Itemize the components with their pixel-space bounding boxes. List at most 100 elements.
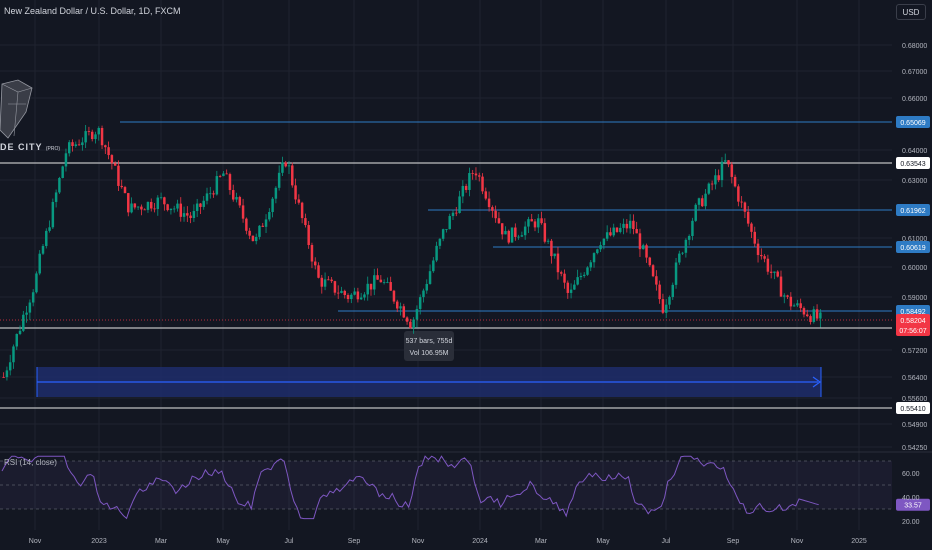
level-price-tag[interactable] [896, 241, 930, 253]
candle-body [540, 218, 543, 224]
time-axis-label: May [216, 538, 230, 545]
price-axis-label: 0.60000 [902, 265, 927, 272]
candle-body [405, 317, 409, 322]
candle-body [304, 218, 307, 226]
candle-body [523, 226, 527, 236]
current-price-label: 0.58204 [900, 318, 925, 325]
candle-body [596, 249, 599, 254]
candle-body [756, 243, 760, 256]
candle-body [589, 262, 592, 268]
candle-body [517, 236, 520, 238]
candle-body [228, 174, 232, 191]
candle-body [373, 275, 376, 290]
candle-body [74, 144, 78, 147]
candle-body [2, 377, 5, 378]
candle-body [277, 172, 281, 188]
candle-body [392, 290, 396, 302]
candle-body [258, 225, 261, 237]
time-axis[interactable]: Nov 2023 Mar May Jul Sep Nov 2024 Mar May Jul Sep No… [29, 538, 867, 545]
candle-body [655, 276, 658, 285]
candle-body [533, 221, 537, 228]
candle-body [333, 281, 337, 293]
candle-body [294, 185, 297, 200]
candle-body [432, 260, 435, 272]
rsi-value-tag [896, 498, 930, 511]
time-axis-label: 2023 [91, 538, 107, 545]
candle-body [396, 301, 399, 309]
candle-body [799, 303, 802, 309]
candle-body [104, 145, 107, 148]
level-price-tag[interactable] [896, 157, 930, 169]
candle-body [556, 253, 560, 273]
candle-body [94, 134, 97, 140]
candle-body [143, 209, 146, 211]
candle-body [350, 294, 353, 300]
candle-body [369, 283, 373, 290]
candle-body [468, 173, 471, 190]
candle-body [576, 277, 579, 285]
candle-body [582, 274, 586, 276]
candle-body [41, 245, 45, 254]
candle-body [215, 176, 219, 195]
candle-body [491, 207, 494, 211]
candle-body [110, 155, 114, 164]
candle-body [25, 312, 28, 315]
time-axis-label: Sep [348, 538, 361, 545]
candle-body [815, 309, 819, 319]
candle-body [671, 284, 674, 297]
price-axis-label: 0.68000 [902, 43, 927, 50]
candle-body [746, 211, 750, 224]
candle-body [356, 291, 360, 300]
candle-body [97, 128, 100, 135]
measure-range-tool[interactable]: 537 bars, 755d Vol 106.95M [36, 331, 822, 397]
candle-body [146, 201, 150, 210]
candle-body [343, 290, 346, 296]
candle-body [359, 297, 363, 300]
candle-body [632, 220, 635, 230]
level-price-tag[interactable] [896, 116, 930, 128]
candle-body [678, 253, 681, 263]
candle-body [87, 131, 91, 132]
candle-body [136, 206, 140, 208]
candle-body [783, 295, 786, 297]
candle-body [792, 305, 796, 307]
candle-body [192, 210, 196, 219]
candle-body [609, 232, 612, 236]
candle-body [241, 205, 245, 219]
candle-body [90, 131, 94, 140]
candle-body [737, 186, 740, 202]
price-axis-label: 0.66000 [902, 96, 927, 103]
level-price-tag[interactable] [896, 402, 930, 414]
candle-body [664, 304, 668, 313]
candle-body [622, 223, 625, 228]
candle-body [651, 265, 655, 277]
countdown-label: 07:56:07 [899, 328, 926, 335]
horizontal-levels[interactable]: 0.650690.635430.619620.606190.584920.579… [0, 116, 930, 414]
price-axis[interactable]: 0.68000 0.67000 0.66000 0.64000 0.63000 0.610… [902, 43, 927, 526]
candle-body [212, 193, 215, 195]
candle-body [264, 219, 268, 227]
measure-info-box [404, 331, 454, 361]
candle-body [760, 255, 763, 257]
candle-body [8, 362, 12, 371]
candle-body [412, 319, 415, 329]
candle-body [189, 215, 192, 219]
candle-body [714, 175, 717, 185]
level-price-tag[interactable] [896, 204, 930, 216]
candle-body [327, 279, 330, 281]
candle-body [287, 165, 291, 167]
candle-body [510, 227, 514, 243]
price-axis-label: 0.54900 [902, 422, 927, 429]
rsi-value-label: 33.57 [904, 503, 922, 510]
candle-body [317, 265, 320, 278]
currency-button[interactable]: USD [896, 4, 926, 20]
logo-subtext: (PRO) [45, 146, 61, 152]
candle-body [668, 296, 671, 305]
candle-body [592, 253, 596, 263]
candle-body [497, 218, 501, 224]
time-axis-label: Sep [727, 538, 740, 545]
candle-body [346, 295, 350, 300]
candle-body [520, 235, 524, 237]
candle-body [422, 290, 425, 298]
